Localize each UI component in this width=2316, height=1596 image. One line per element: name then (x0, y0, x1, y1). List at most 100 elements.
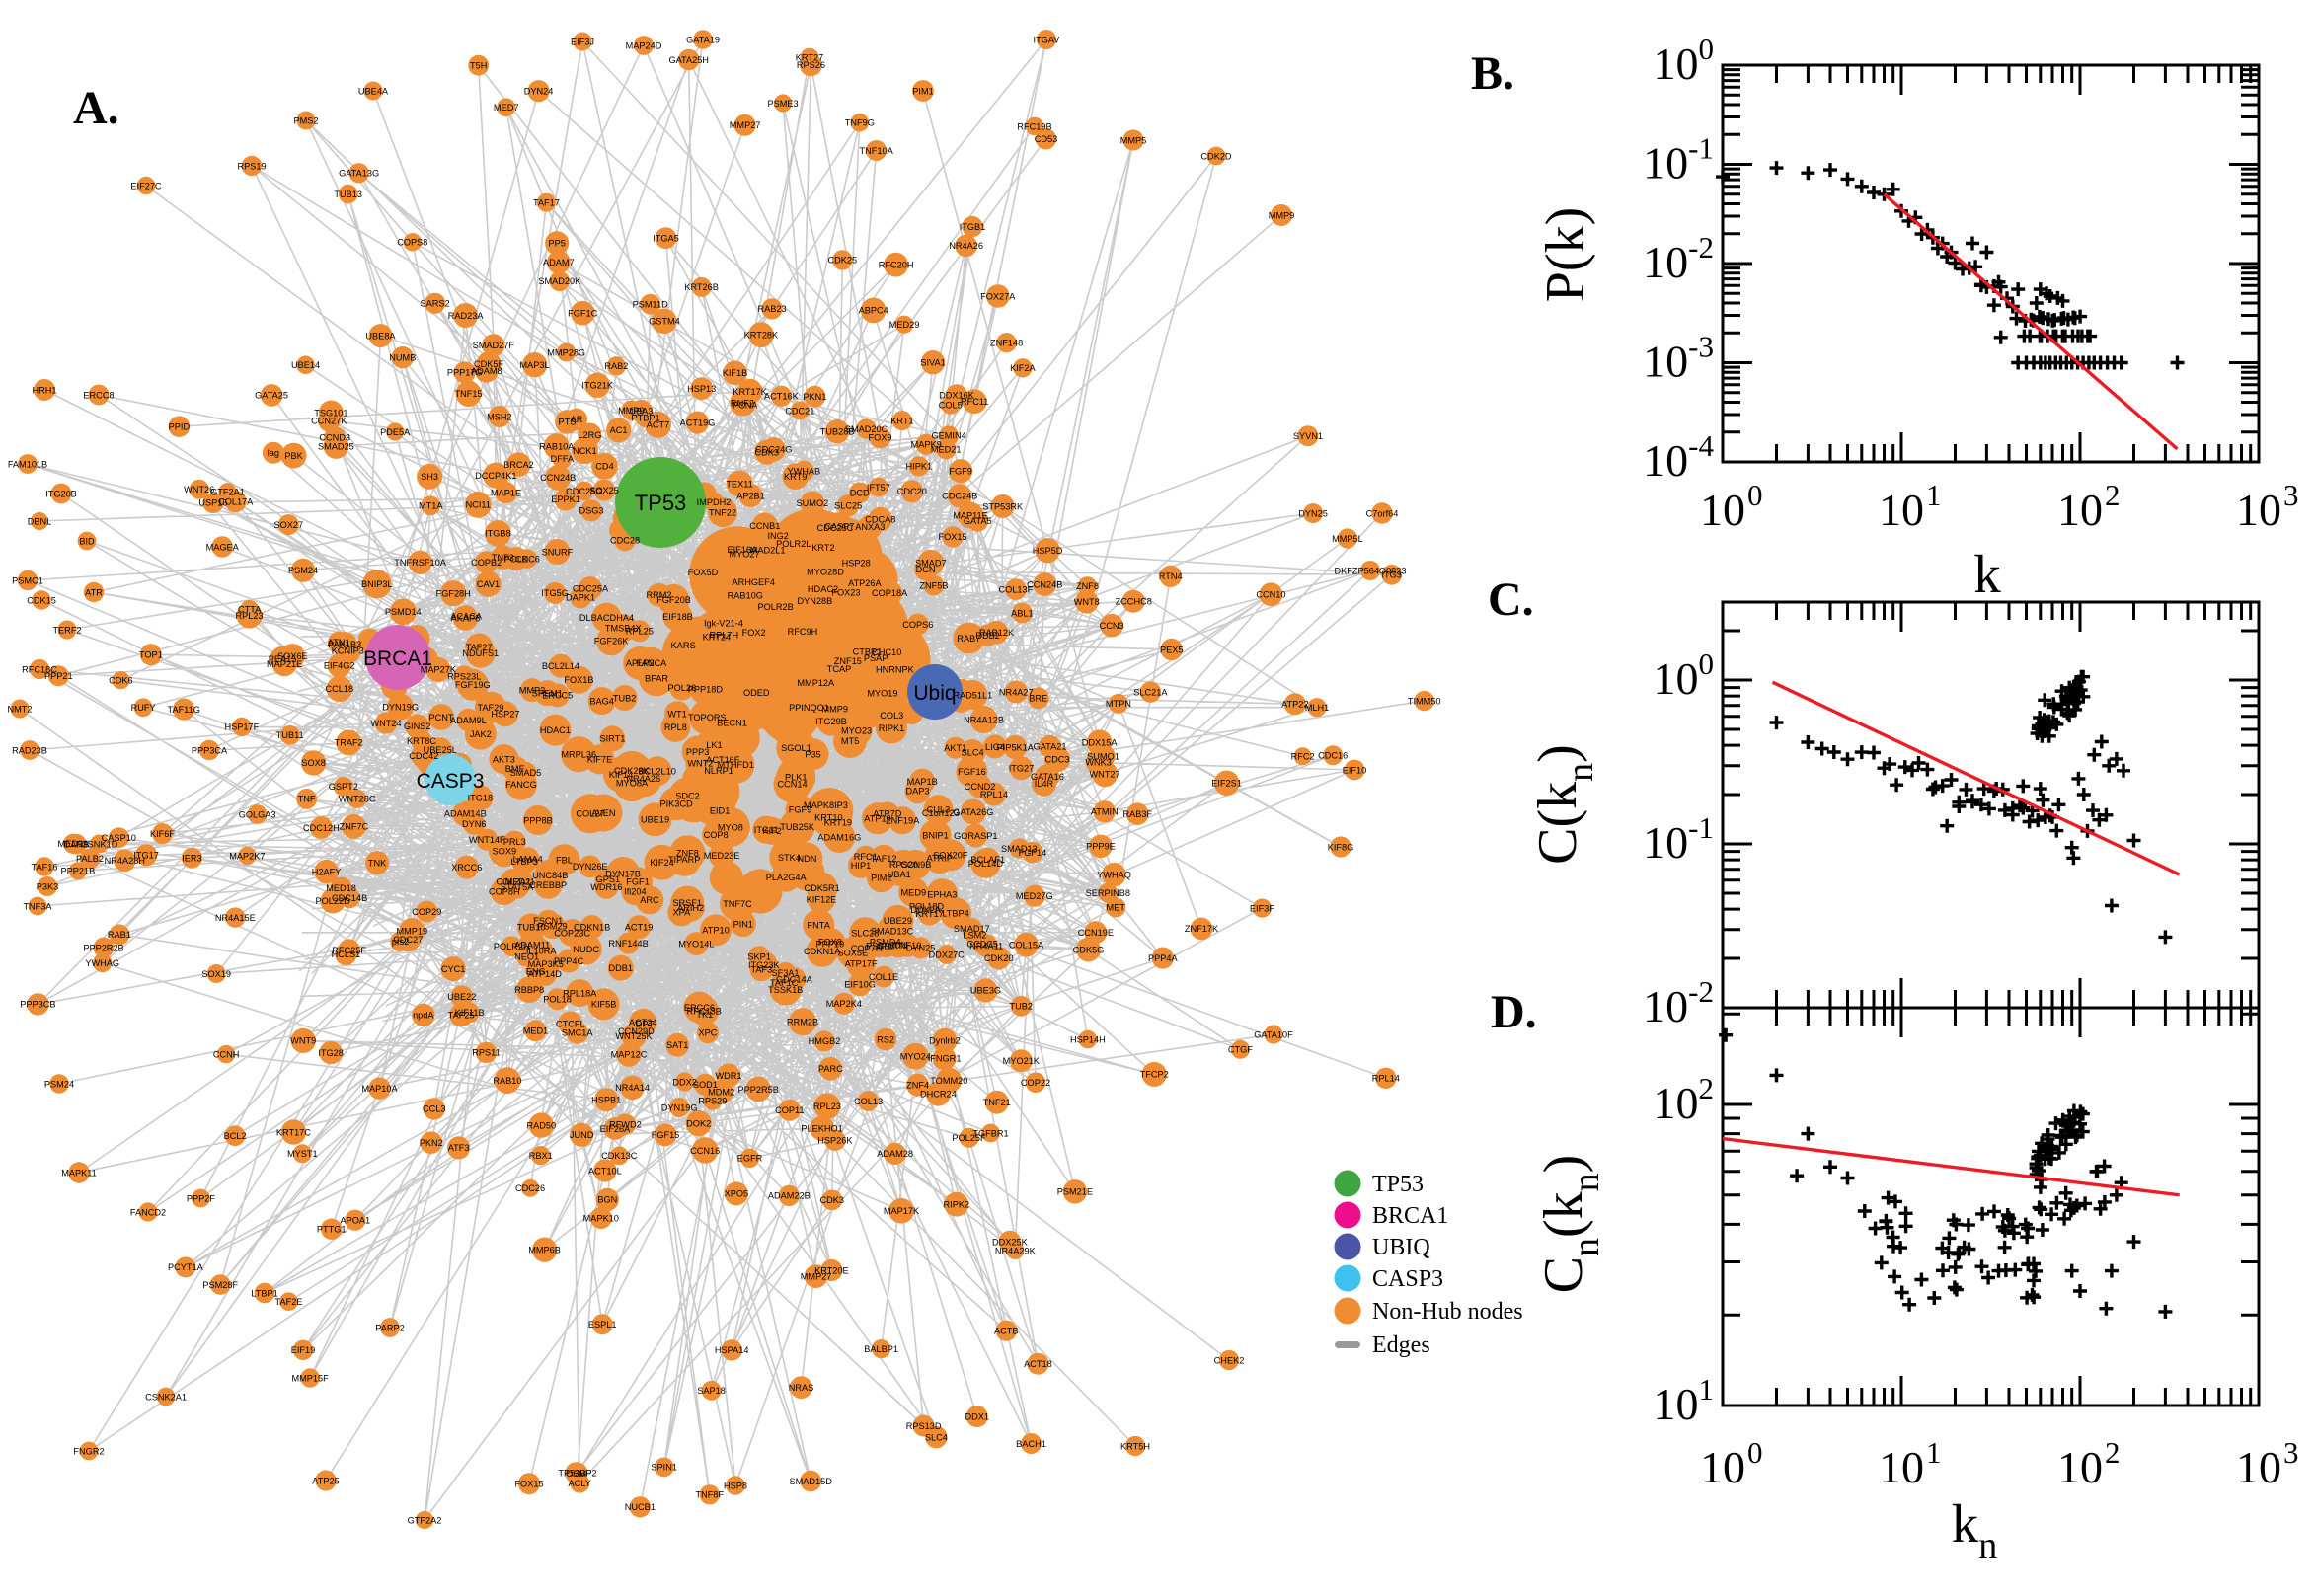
svg-text:ERCC8: ERCC8 (83, 390, 114, 400)
svg-text:PIN1: PIN1 (733, 919, 753, 929)
svg-text:ATR: ATR (85, 587, 103, 597)
svg-text:FOX1B: FOX1B (564, 675, 593, 685)
svg-text:TUB28B: TUB28B (820, 427, 855, 437)
svg-text:RIPK2: RIPK2 (944, 1200, 970, 1210)
svg-text:COP8H: COP8H (489, 886, 520, 896)
svg-text:TAF12: TAF12 (871, 854, 897, 864)
svg-text:TUB25K: TUB25K (780, 822, 815, 832)
svg-text:RAB12K: RAB12K (979, 628, 1015, 638)
svg-text:PCYT1A: PCYT1A (168, 1262, 204, 1272)
svg-text:TAF16: TAF16 (32, 862, 58, 872)
svg-text:PPP21B: PPP21B (61, 867, 96, 876)
svg-text:RFC25F: RFC25F (332, 946, 366, 955)
svg-text:SPIN1: SPIN1 (651, 1463, 677, 1473)
svg-text:KIF14: KIF14 (609, 770, 634, 780)
svg-text:GOLGA3: GOLGA3 (239, 809, 276, 819)
svg-text:MSH2: MSH2 (487, 412, 512, 421)
svg-text:AKT1: AKT1 (944, 743, 966, 753)
svg-text:ACT16F: ACT16F (706, 755, 740, 765)
svg-text:WNT14F: WNT14F (469, 835, 505, 845)
svg-text:ZNF17K: ZNF17K (1185, 924, 1219, 934)
svg-text:LIG4: LIG4 (985, 742, 1005, 752)
svg-text:RPS13D: RPS13D (906, 1421, 942, 1431)
svg-text:SOX9: SOX9 (493, 847, 517, 857)
svg-text:RNF144B: RNF144B (608, 939, 648, 949)
svg-text:TGFBR1: TGFBR1 (972, 1128, 1008, 1138)
svg-text:SF3A1: SF3A1 (771, 968, 799, 978)
svg-text:UBE22: UBE22 (447, 992, 476, 1002)
svg-text:NR4A12B: NR4A12B (964, 715, 1004, 724)
svg-text:PARC: PARC (818, 1064, 843, 1074)
svg-text:WNT9: WNT9 (290, 1036, 316, 1046)
svg-text:DKFZP564O0823: DKFZP564O0823 (1334, 566, 1406, 575)
svg-text:TNF3: TNF3 (492, 553, 514, 563)
svg-text:RAB23: RAB23 (757, 304, 786, 314)
svg-text:XPA: XPA (673, 908, 692, 918)
svg-text:RPL18A: RPL18A (563, 988, 597, 998)
svg-text:SYVN1: SYVN1 (1293, 431, 1323, 441)
svg-text:CCN24B: CCN24B (1027, 579, 1062, 589)
svg-text:KRT5H: KRT5H (1120, 1441, 1150, 1451)
svg-text:SUMO1: SUMO1 (1087, 752, 1119, 762)
svg-text:SIVA1: SIVA1 (920, 358, 945, 368)
svg-text:LAMA4: LAMA4 (513, 855, 543, 865)
svg-text:ATRIP: ATRIP (927, 853, 953, 863)
svg-text:MAP24D: MAP24D (626, 40, 662, 50)
svg-text:RAD23A: RAD23A (448, 311, 485, 321)
svg-text:BECN1: BECN1 (717, 719, 747, 728)
svg-text:RS2: RS2 (877, 1034, 894, 1044)
svg-text:HSP8: HSP8 (724, 1481, 747, 1490)
svg-text:PPP18D: PPP18D (688, 684, 724, 694)
svg-text:ITG23K: ITG23K (748, 960, 781, 970)
svg-text:GORASP1: GORASP1 (954, 831, 997, 841)
svg-text:AKAP8: AKAP8 (451, 613, 481, 623)
svg-text:CCN9B: CCN9B (900, 860, 931, 870)
svg-text:WDR16: WDR16 (590, 882, 622, 892)
svg-text:ZNF15: ZNF15 (834, 656, 862, 666)
svg-text:ARHGEF4: ARHGEF4 (732, 577, 774, 587)
svg-text:XRCC6: XRCC6 (451, 863, 482, 873)
svg-text:TOP1: TOP1 (139, 650, 163, 660)
svg-text:10: 10 (1700, 485, 1745, 535)
svg-text:ACT10L: ACT10L (588, 1166, 622, 1176)
svg-text:2: 2 (2105, 1435, 2121, 1470)
svg-text:EIF16A: EIF16A (727, 545, 758, 555)
svg-text:3: 3 (2283, 478, 2299, 512)
svg-text:NLRP1: NLRP1 (704, 766, 733, 776)
svg-text:C1orf123: C1orf123 (922, 808, 960, 818)
svg-text:RFC20H: RFC20H (879, 261, 914, 270)
svg-text:KRT2: KRT2 (811, 543, 834, 553)
svg-text:RAB1: RAB1 (108, 930, 131, 940)
svg-text:KRT19: KRT19 (824, 817, 852, 827)
svg-text:10: 10 (2236, 485, 2281, 535)
svg-text:WNT8: WNT8 (1074, 597, 1100, 607)
svg-text:BCL2L14: BCL2L14 (542, 661, 579, 671)
svg-text:PPP9E: PPP9E (1086, 842, 1116, 852)
svg-text:CDKN1B: CDKN1B (574, 922, 610, 932)
svg-text:DDX1: DDX1 (965, 1411, 989, 1421)
svg-text:ACT18: ACT18 (1024, 1359, 1052, 1369)
svg-text:CDC3: CDC3 (1044, 754, 1069, 764)
svg-text:COP11: COP11 (775, 1105, 804, 1115)
svg-text:DCN: DCN (916, 565, 936, 574)
svg-text:MET: MET (1106, 903, 1125, 913)
svg-text:NR4A26: NR4A26 (626, 774, 660, 784)
svg-text:DDX2A: DDX2A (910, 905, 942, 915)
svg-text:POLR2L: POLR2L (776, 539, 811, 549)
svg-text:XPO5: XPO5 (725, 1189, 749, 1199)
svg-text:FGF20B: FGF20B (656, 595, 691, 605)
svg-text:ESPL1: ESPL1 (588, 1320, 617, 1330)
svg-text:ZNF19A: ZNF19A (886, 816, 920, 826)
svg-text:BMF: BMF (505, 764, 525, 774)
svg-text:DYN25: DYN25 (1298, 508, 1328, 518)
svg-text:FOX2: FOX2 (742, 628, 766, 638)
svg-text:MMP9: MMP9 (1269, 210, 1295, 220)
svg-text:SOX27: SOX27 (273, 520, 303, 530)
svg-text:MAP10A: MAP10A (361, 1084, 398, 1094)
svg-text:RFC13B: RFC13B (687, 1007, 722, 1017)
svg-text:RNF2: RNF2 (731, 399, 754, 409)
svg-text:ITGAV: ITGAV (1034, 35, 1061, 44)
svg-text:CDC12H: CDC12H (303, 823, 340, 833)
svg-text:PSAP: PSAP (864, 653, 888, 663)
svg-text:FOX9: FOX9 (869, 433, 892, 443)
